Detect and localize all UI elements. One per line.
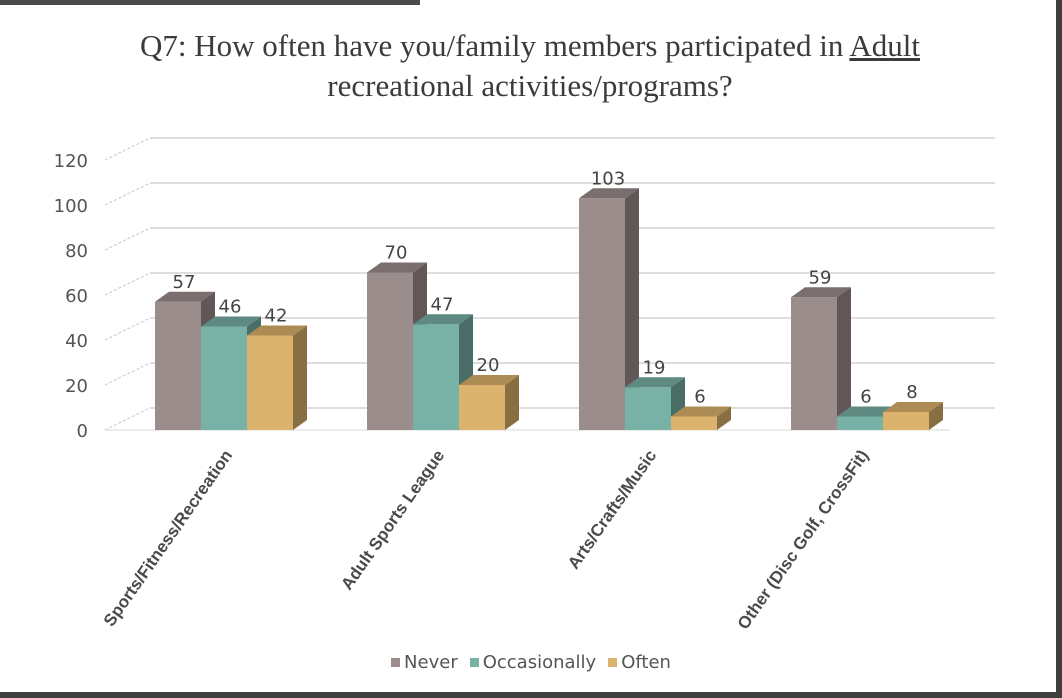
legend-swatch (391, 657, 401, 667)
depth-tick (104, 227, 151, 251)
bar-top (883, 402, 943, 412)
y-tick-label: 40 (65, 331, 88, 352)
category-label: Other (Disc Golf, CrossFit) (734, 446, 873, 633)
y-tick-label: 100 (54, 196, 88, 217)
bar-top (579, 188, 639, 199)
bar-top (155, 291, 215, 302)
bar-top (625, 377, 685, 388)
bar-top (459, 375, 519, 385)
bar-never (367, 272, 413, 430)
bar-side (837, 287, 851, 430)
title-line2: recreational activities/programs? (327, 68, 733, 103)
bar-top (791, 287, 851, 298)
y-tick-label: 0 (77, 421, 88, 442)
bar-never (579, 198, 625, 430)
y-tick-label: 60 (65, 286, 88, 307)
bar-occasionally (413, 324, 459, 430)
bar-top (837, 406, 897, 417)
data-label: 57 (173, 272, 196, 293)
category-label: Arts/Crafts/Music (564, 446, 660, 572)
depth-tick (104, 407, 151, 431)
bar-side (717, 406, 731, 430)
bar-side (505, 375, 519, 430)
legend-swatch (469, 657, 479, 667)
category-label: Adult Sports League (337, 446, 448, 593)
bar-often (671, 416, 717, 430)
data-label: 6 (860, 387, 871, 408)
data-label: 103 (591, 168, 625, 189)
y-tick-label: 80 (65, 241, 88, 262)
legend-item-occasionally: Occasionally (469, 652, 597, 673)
depth-tick (104, 317, 151, 341)
data-label: 20 (477, 355, 500, 376)
legend: Never Occasionally Often (0, 652, 1062, 673)
legend-item-never: Never (391, 652, 458, 673)
y-tick-label: 120 (54, 151, 88, 172)
title-line1: Q7: How often have you/family members pa… (140, 28, 844, 63)
bar-often (459, 385, 505, 430)
category-label: Sports/Fitness/Recreation (100, 446, 236, 629)
bar-never (791, 297, 837, 430)
legend-label: Occasionally (482, 652, 597, 673)
data-label: 70 (385, 243, 408, 264)
bar-top (413, 314, 473, 325)
bar-occasionally (837, 416, 883, 430)
bar-top (247, 325, 307, 336)
data-label: 47 (431, 294, 454, 315)
legend-swatch (608, 657, 618, 667)
depth-tick (104, 272, 151, 296)
depth-tick (104, 137, 151, 161)
bar-side (625, 188, 639, 430)
chart-title: Q7: How often have you/family members pa… (60, 26, 1000, 106)
bar-never (155, 301, 201, 430)
y-tick-label: 20 (65, 376, 88, 397)
data-label: 46 (219, 297, 242, 318)
title-emphasis: Adult (849, 28, 920, 63)
legend-item-often: Often (608, 652, 671, 673)
bar-occasionally (201, 326, 247, 430)
bar-often (883, 412, 929, 430)
data-label: 19 (643, 357, 666, 378)
data-label: 42 (265, 306, 288, 327)
bar-side (929, 402, 943, 430)
legend-label: Never (404, 652, 458, 673)
bar-often (247, 335, 293, 430)
bar-top (671, 406, 731, 417)
depth-tick (104, 182, 151, 206)
bar-top (367, 262, 427, 273)
window-edge (0, 0, 420, 5)
data-label: 8 (906, 382, 917, 403)
bar-side (293, 325, 307, 430)
data-label: 6 (694, 387, 705, 408)
data-label: 59 (809, 267, 832, 288)
legend-label: Often (621, 652, 671, 673)
depth-tick (104, 362, 151, 386)
bar-occasionally (625, 387, 671, 430)
bar-top (201, 316, 261, 327)
